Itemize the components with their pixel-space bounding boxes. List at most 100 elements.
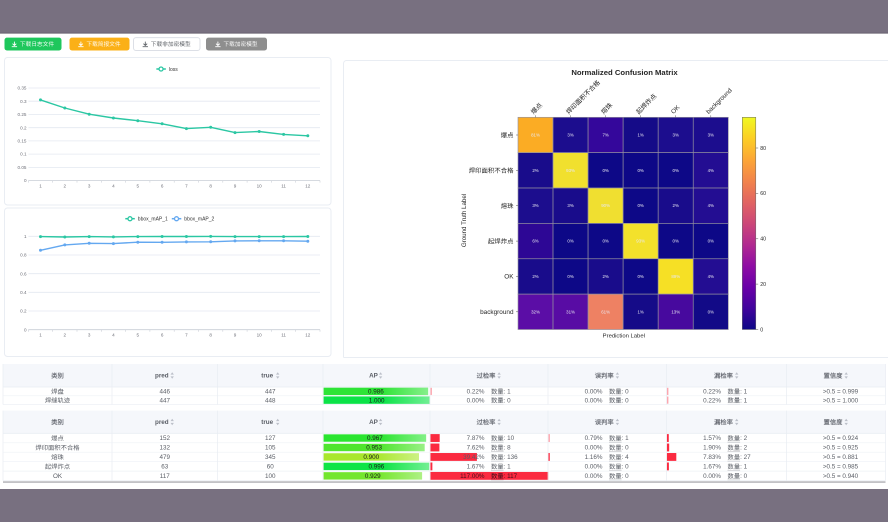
svg-text:0.22%: 0.22%	[467, 389, 485, 396]
svg-text:0.953: 0.953	[366, 445, 382, 452]
svg-text:7%: 7%	[602, 132, 608, 137]
svg-text:0: 0	[760, 327, 763, 333]
svg-text:0%: 0%	[708, 309, 714, 314]
svg-text:12: 12	[305, 333, 311, 338]
svg-text:0.967: 0.967	[367, 435, 383, 442]
svg-text:OK: OK	[504, 274, 514, 281]
svg-text:0.6: 0.6	[20, 271, 27, 276]
svg-text:: 4: : 4	[622, 454, 629, 461]
svg-text:5: 5	[137, 184, 140, 189]
svg-text:: 1: : 1	[504, 464, 511, 471]
svg-text:2%: 2%	[532, 168, 538, 173]
svg-text:447: 447	[265, 389, 276, 396]
svg-text:446: 446	[160, 389, 171, 396]
svg-text:0.8: 0.8	[20, 253, 27, 258]
svg-text:0%: 0%	[708, 239, 714, 244]
svg-text:0.22%: 0.22%	[703, 397, 721, 404]
svg-text:1.67%: 1.67%	[467, 464, 485, 471]
svg-text:1.90%: 1.90%	[703, 445, 721, 452]
svg-text:: 1: : 1	[622, 435, 629, 442]
svg-text:4%: 4%	[708, 203, 714, 208]
svg-text:9: 9	[234, 333, 237, 338]
svg-text:0.25: 0.25	[18, 112, 27, 117]
svg-text:Normalized Confusion Matrix: Normalized Confusion Matrix	[571, 68, 678, 77]
svg-text:10: 10	[257, 333, 263, 338]
svg-text:93%: 93%	[566, 168, 575, 173]
svg-text:7.62%: 7.62%	[467, 445, 485, 452]
svg-text:bbox_mAP_1: bbox_mAP_1	[138, 217, 168, 223]
svg-text:40: 40	[760, 237, 766, 243]
svg-text:0.00%: 0.00%	[585, 464, 603, 471]
svg-text:7: 7	[185, 333, 188, 338]
svg-text:7.83%: 7.83%	[703, 454, 721, 461]
svg-text:: 27: : 27	[740, 454, 751, 461]
svg-text:1: 1	[39, 333, 42, 338]
svg-text:0: 0	[24, 178, 27, 183]
svg-text:OK: OK	[53, 473, 63, 480]
svg-text:2%: 2%	[602, 274, 608, 279]
svg-text:0.3: 0.3	[20, 99, 27, 104]
svg-text:93%: 93%	[636, 239, 645, 244]
svg-text:: 0: : 0	[622, 464, 629, 471]
svg-text:31%: 31%	[566, 309, 575, 314]
svg-text:: 0: : 0	[740, 473, 747, 480]
svg-text:345: 345	[265, 454, 276, 461]
svg-text:true: true	[261, 373, 273, 380]
svg-text:0.00%: 0.00%	[585, 473, 603, 480]
svg-text:39.42%: 39.42%	[463, 454, 485, 461]
svg-text:4: 4	[112, 184, 115, 189]
svg-text:: 2: : 2	[740, 435, 747, 442]
svg-text:>0.5 = 0.881: >0.5 = 0.881	[823, 454, 859, 461]
svg-text:0.929: 0.929	[365, 473, 381, 480]
svg-text:7.87%: 7.87%	[467, 435, 485, 442]
svg-text:: 136: : 136	[504, 454, 519, 461]
svg-text:: 1: : 1	[504, 389, 511, 396]
svg-text:: 8: : 8	[504, 445, 511, 452]
svg-text:61%: 61%	[601, 309, 610, 314]
svg-text:0.79%: 0.79%	[585, 435, 603, 442]
svg-text:60: 60	[267, 464, 275, 471]
svg-text:2%: 2%	[673, 203, 679, 208]
svg-text:0.22%: 0.22%	[703, 389, 721, 396]
svg-text:: 0: : 0	[622, 445, 629, 452]
svg-text:152: 152	[160, 435, 171, 442]
svg-text:117: 117	[160, 473, 171, 480]
svg-text:: 117: : 117	[504, 473, 518, 480]
svg-text:0.4: 0.4	[20, 290, 27, 295]
svg-text:479: 479	[160, 454, 171, 461]
svg-text:0.00%: 0.00%	[703, 473, 721, 480]
svg-text:11: 11	[281, 333, 286, 338]
svg-text:447: 447	[160, 397, 171, 404]
svg-text:: 10: : 10	[504, 435, 515, 442]
svg-text:4%: 4%	[708, 168, 714, 173]
svg-text:6: 6	[161, 333, 164, 338]
svg-text:background: background	[480, 309, 514, 316]
svg-text:11: 11	[281, 184, 286, 189]
svg-text:bbox_mAP_2: bbox_mAP_2	[184, 217, 214, 223]
svg-text:: 1: : 1	[740, 464, 747, 471]
svg-text:: 2: : 2	[740, 445, 747, 452]
svg-text:4%: 4%	[708, 274, 714, 279]
svg-text:4: 4	[112, 333, 115, 338]
svg-text:10: 10	[257, 184, 263, 189]
svg-text:5: 5	[137, 333, 140, 338]
svg-text:: 0: : 0	[622, 397, 629, 404]
svg-text:0.00%: 0.00%	[585, 397, 603, 404]
svg-text:: 0: : 0	[622, 473, 629, 480]
svg-text:132: 132	[160, 445, 171, 452]
svg-text:2%: 2%	[532, 274, 538, 279]
svg-text:1%: 1%	[637, 132, 643, 137]
svg-text:AP: AP	[369, 373, 378, 380]
svg-text:3%: 3%	[532, 203, 538, 208]
svg-text:6%: 6%	[532, 239, 538, 244]
svg-text:0.00%: 0.00%	[585, 389, 603, 396]
svg-text:0%: 0%	[637, 203, 643, 208]
svg-text:7: 7	[185, 184, 188, 189]
svg-text:0%: 0%	[637, 168, 643, 173]
svg-text:0.05: 0.05	[18, 165, 27, 170]
svg-text:1.67%: 1.67%	[703, 464, 721, 471]
svg-text:0.35: 0.35	[18, 86, 27, 91]
svg-text:: 1: : 1	[740, 389, 747, 396]
svg-text:80: 80	[760, 146, 766, 152]
svg-text:0.15: 0.15	[18, 139, 27, 144]
